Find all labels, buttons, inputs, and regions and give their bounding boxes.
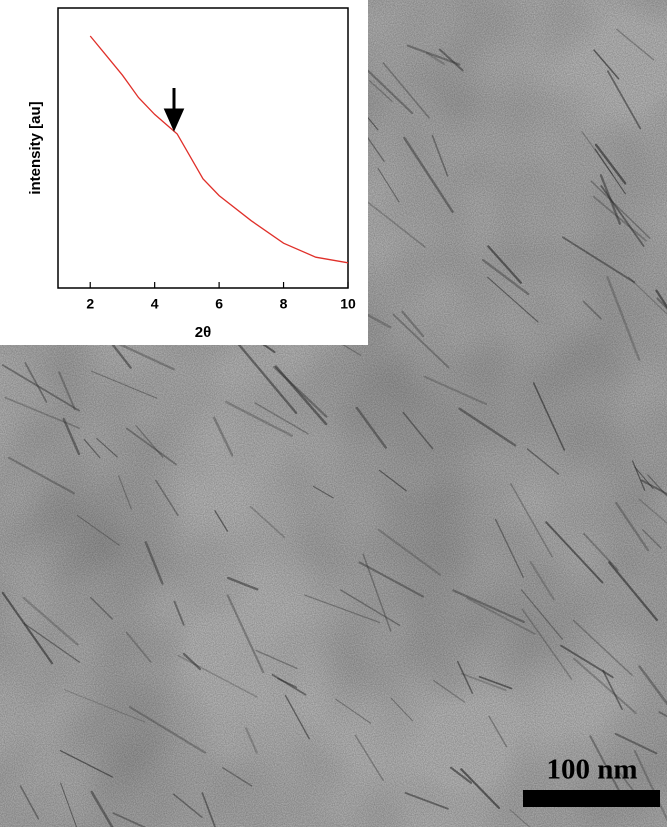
inset-panel (0, 0, 368, 345)
scale-bar-label: 100 nm (546, 754, 637, 786)
x-tick-label: 10 (340, 296, 356, 312)
page: 2468102θintensity [au] 100 nm (() => { c… (0, 0, 667, 827)
x-tick-label: 6 (215, 296, 223, 312)
x-tick-label: 8 (280, 296, 288, 312)
micrograph: 2 4 6 8 10 2θ intensity [au] 100 nm (0, 0, 667, 827)
x-tick-label: 4 (151, 296, 159, 312)
x-tick-label: 2 (86, 296, 94, 312)
y-axis-label: intensity [au] (27, 101, 44, 194)
scale-bar (523, 790, 660, 807)
x-axis-label: 2θ (195, 324, 211, 341)
